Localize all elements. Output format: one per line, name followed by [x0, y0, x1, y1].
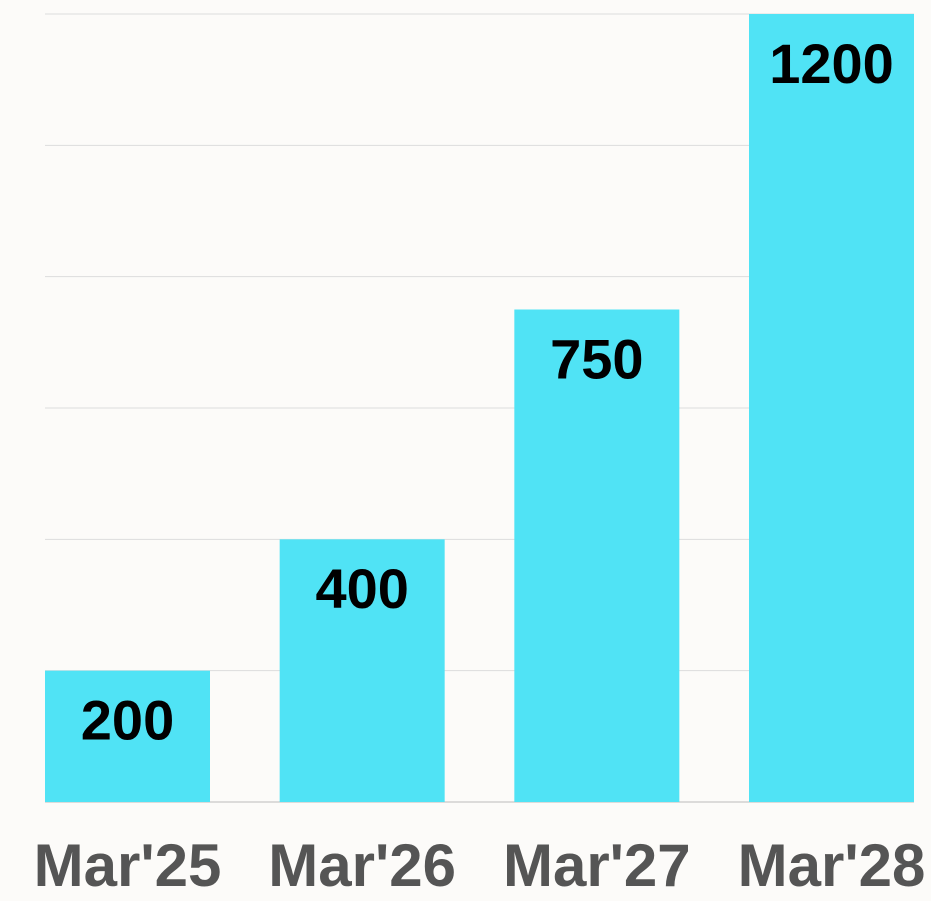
- x-tick-label: Mar'28: [738, 832, 926, 899]
- bar: [45, 670, 210, 802]
- bar: [749, 14, 914, 802]
- value-label: 750: [550, 327, 643, 390]
- value-label: 200: [81, 688, 174, 751]
- x-tick-label: Mar'26: [268, 832, 456, 899]
- value-label: 1200: [769, 32, 894, 95]
- value-label: 400: [315, 557, 408, 620]
- x-tick-label: Mar'27: [503, 832, 691, 899]
- bar: [279, 539, 445, 802]
- x-tick-label: Mar'25: [34, 832, 222, 899]
- bar: [514, 309, 680, 802]
